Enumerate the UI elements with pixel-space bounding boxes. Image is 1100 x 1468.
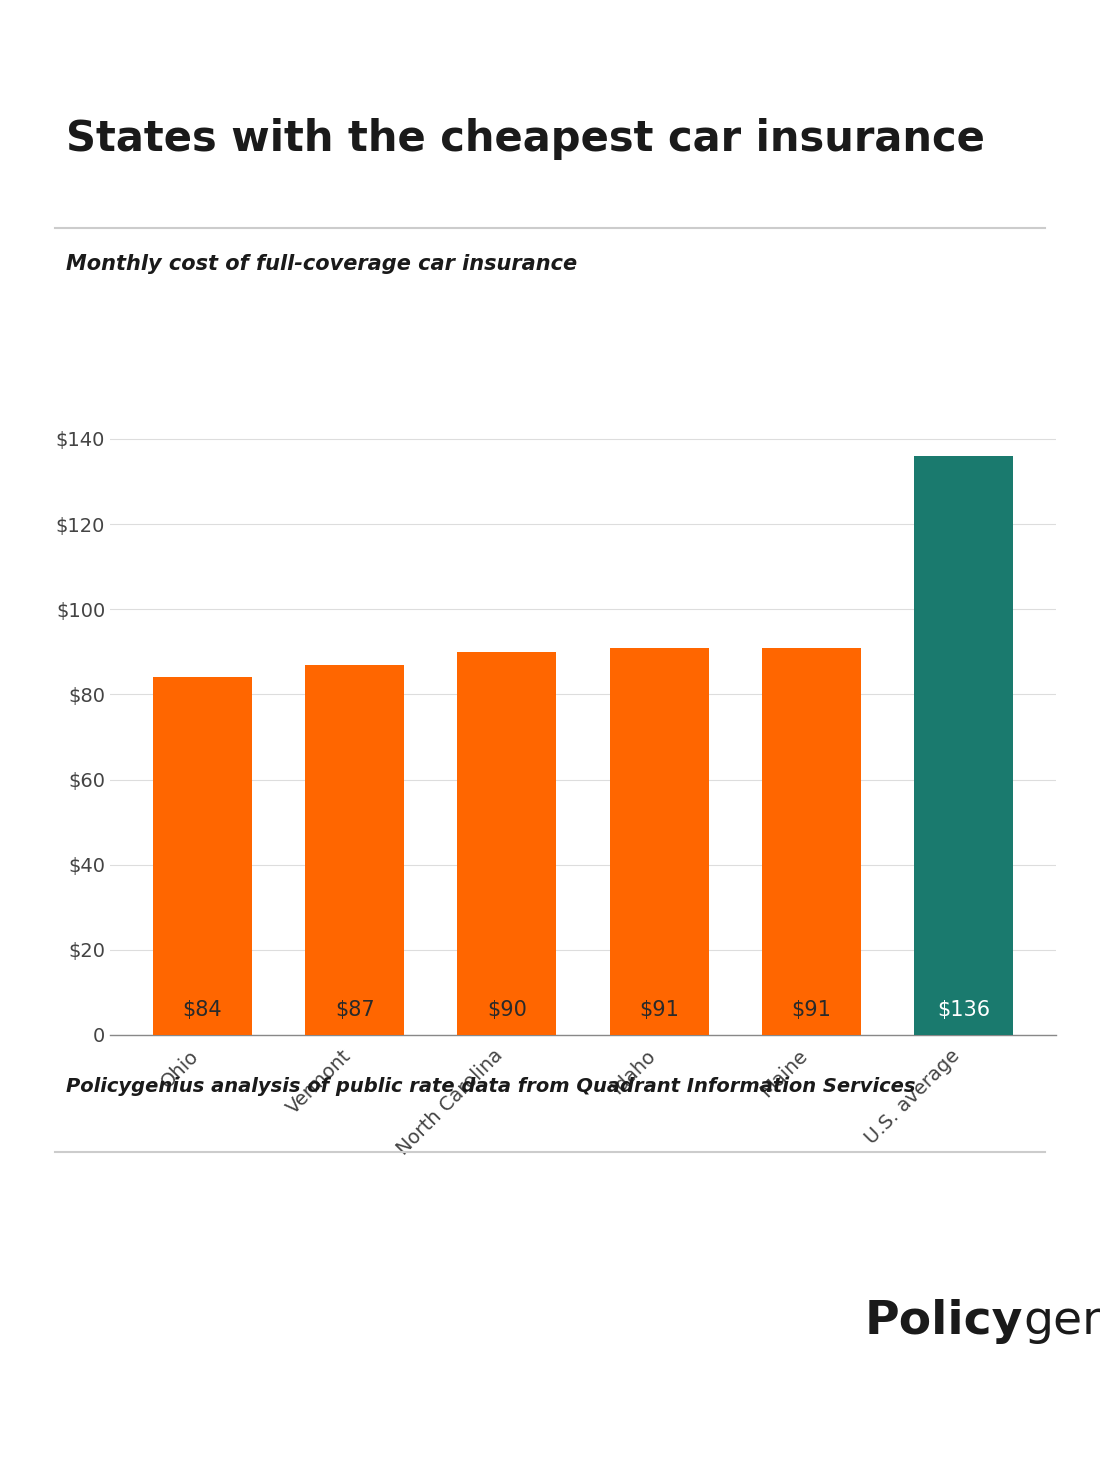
Text: States with the cheapest car insurance: States with the cheapest car insurance <box>66 119 984 160</box>
Text: Policy: Policy <box>865 1299 1023 1343</box>
Bar <box>762 647 861 1035</box>
Bar <box>305 665 404 1035</box>
Text: $84: $84 <box>183 1000 222 1020</box>
Text: Policygenius analysis of public rate data from Quadrant Information Services: Policygenius analysis of public rate dat… <box>66 1078 915 1095</box>
Bar <box>153 677 252 1035</box>
Text: Monthly cost of full-coverage car insurance: Monthly cost of full-coverage car insura… <box>66 254 578 275</box>
Bar <box>609 647 708 1035</box>
Text: $91: $91 <box>791 1000 832 1020</box>
Text: $91: $91 <box>639 1000 679 1020</box>
Text: $136: $136 <box>937 1000 990 1020</box>
Text: $87: $87 <box>334 1000 374 1020</box>
Text: $90: $90 <box>487 1000 527 1020</box>
Bar <box>914 457 1013 1035</box>
Text: genius: genius <box>1023 1299 1100 1343</box>
Bar <box>458 652 557 1035</box>
